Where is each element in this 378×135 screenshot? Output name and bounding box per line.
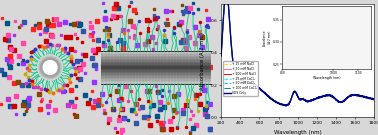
FancyBboxPatch shape (101, 72, 211, 73)
FancyBboxPatch shape (101, 59, 211, 60)
FancyBboxPatch shape (101, 56, 211, 57)
FancyBboxPatch shape (101, 76, 211, 78)
FancyBboxPatch shape (101, 78, 211, 79)
FancyBboxPatch shape (101, 81, 211, 82)
FancyBboxPatch shape (101, 79, 211, 81)
FancyBboxPatch shape (101, 63, 211, 65)
FancyBboxPatch shape (101, 62, 211, 63)
FancyBboxPatch shape (101, 53, 211, 54)
FancyBboxPatch shape (101, 69, 211, 70)
FancyBboxPatch shape (101, 70, 211, 72)
Circle shape (42, 60, 58, 75)
Y-axis label: Absorbance (A·2 mm): Absorbance (A·2 mm) (200, 32, 205, 90)
FancyBboxPatch shape (101, 82, 211, 84)
FancyBboxPatch shape (101, 66, 211, 68)
FancyBboxPatch shape (101, 75, 211, 76)
FancyBboxPatch shape (101, 60, 211, 62)
FancyBboxPatch shape (101, 57, 211, 59)
FancyBboxPatch shape (101, 54, 211, 56)
Legend: + 25 mM NaCl, + 50 mM NaCl, + 100 mM NaCl, + 25 mM CaCl₂, + 50 mM CaCl₂, + 100 m: + 25 mM NaCl, + 50 mM NaCl, + 100 mM NaC… (223, 61, 258, 96)
FancyBboxPatch shape (101, 65, 211, 66)
X-axis label: Wavelength (nm): Wavelength (nm) (274, 131, 322, 135)
FancyBboxPatch shape (101, 73, 211, 75)
FancyBboxPatch shape (101, 68, 211, 69)
FancyBboxPatch shape (101, 51, 211, 53)
